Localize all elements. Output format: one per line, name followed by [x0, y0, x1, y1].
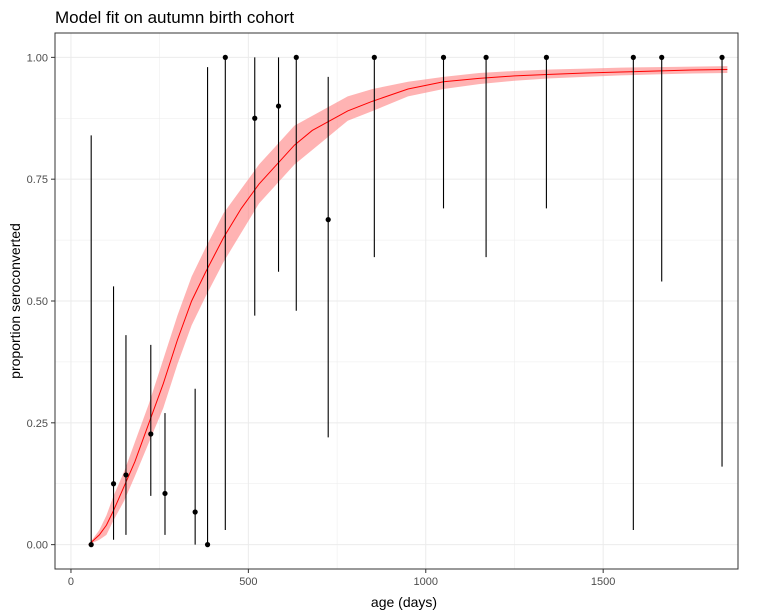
data-point [162, 490, 168, 497]
data-point [204, 542, 211, 548]
y-tick-label: 0.00 [27, 540, 48, 552]
data-point [252, 115, 258, 121]
data-point [148, 431, 154, 437]
data-point [293, 54, 299, 60]
data-point [719, 54, 725, 60]
error-bars [90, 57, 723, 545]
data-point [88, 542, 94, 548]
data-point [192, 509, 198, 515]
x-axis-title: age (days) [371, 594, 437, 610]
plot-panel [54, 32, 739, 570]
y-axis-title: proportion seroconverted [7, 223, 23, 379]
grid-major [55, 33, 738, 569]
fit-line [88, 69, 728, 546]
data-point [659, 54, 665, 60]
data-point [371, 54, 377, 60]
x-axis: 0 500 1000 1500 [68, 569, 615, 588]
y-tick-label: 0.25 [27, 418, 48, 430]
y-tick-label: 0.75 [27, 174, 48, 186]
fit-confidence-band [88, 66, 728, 545]
chart-title: Model fit on autumn birth cohort [55, 8, 294, 27]
data-point [123, 472, 129, 478]
y-axis: 0.00 0.25 0.50 0.75 1.00 [27, 52, 55, 552]
data-point [275, 103, 282, 109]
x-tick-label: 500 [239, 576, 257, 588]
data-point [440, 54, 447, 60]
y-tick-label: 1.00 [27, 52, 48, 64]
x-tick-label: 1500 [591, 576, 615, 588]
data-point [222, 54, 228, 60]
data-point [110, 481, 117, 487]
data-point [325, 217, 331, 223]
data-point [483, 54, 489, 60]
data-point [630, 54, 636, 60]
x-tick-label: 1000 [414, 576, 438, 588]
y-tick-label: 0.50 [27, 296, 48, 308]
x-tick-label: 0 [68, 576, 74, 588]
data-points [88, 54, 725, 548]
data-point [543, 54, 550, 60]
